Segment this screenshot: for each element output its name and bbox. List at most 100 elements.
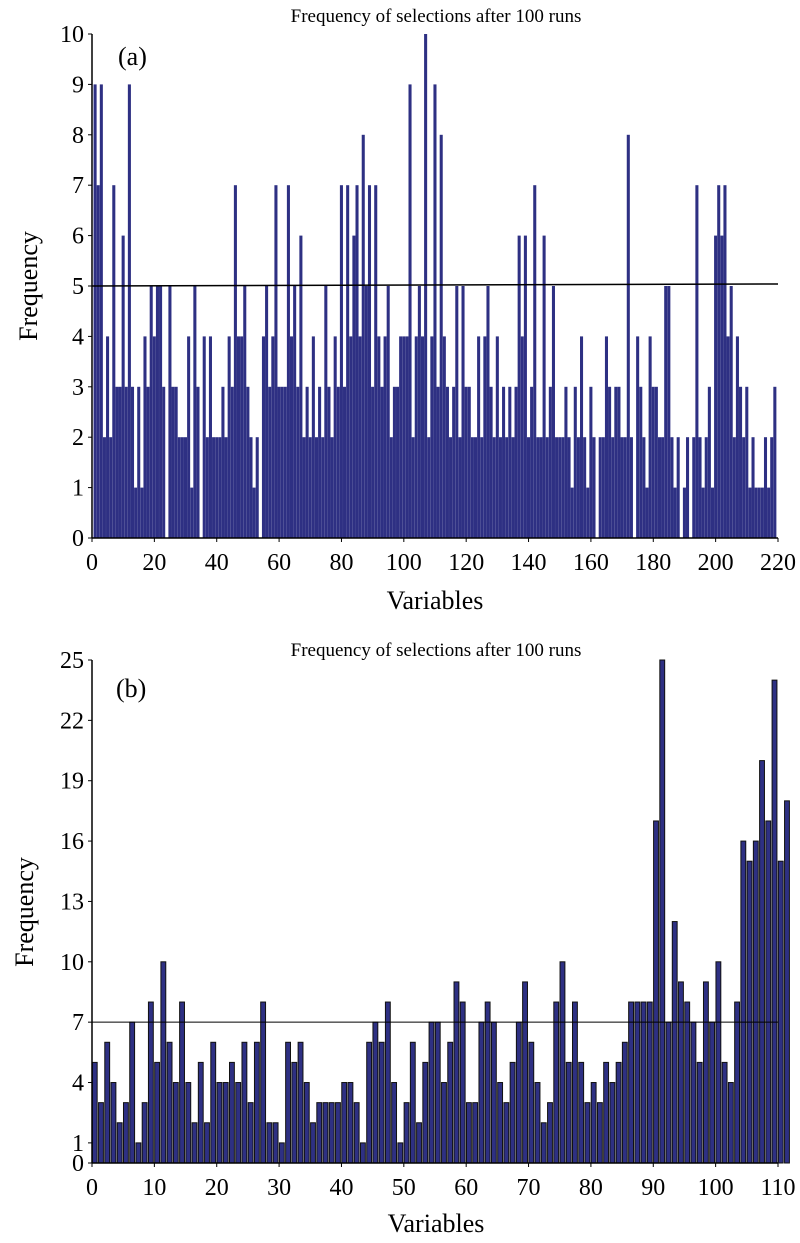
x-axis-label-a: Variables xyxy=(387,586,484,615)
y-tick-label: 7 xyxy=(72,173,84,199)
bar xyxy=(472,1102,479,1164)
bar xyxy=(489,386,493,538)
bar xyxy=(286,185,290,538)
bar xyxy=(302,437,306,538)
bar xyxy=(439,134,443,539)
bar xyxy=(470,437,474,538)
y-tick-label: 10 xyxy=(60,22,84,48)
bar xyxy=(492,437,496,538)
bar xyxy=(702,981,709,1164)
bar xyxy=(692,437,696,538)
bar xyxy=(514,386,518,538)
bar xyxy=(215,437,219,538)
bar xyxy=(717,185,721,538)
bar xyxy=(93,84,97,539)
bar xyxy=(503,1102,510,1164)
bar xyxy=(180,437,184,538)
bar xyxy=(240,336,244,538)
bar xyxy=(411,437,415,538)
bar-series-b xyxy=(91,659,790,1164)
bar xyxy=(530,386,534,538)
bar xyxy=(484,1001,491,1164)
bar xyxy=(392,386,396,538)
bar xyxy=(274,185,278,538)
bar xyxy=(122,1102,129,1164)
bar xyxy=(611,437,615,538)
x-tick-label: 10 xyxy=(142,1175,166,1201)
bar xyxy=(420,336,425,538)
bar xyxy=(208,336,212,538)
bar xyxy=(290,336,294,538)
bar xyxy=(277,386,281,538)
bar xyxy=(253,1041,260,1164)
bar xyxy=(310,1122,316,1164)
bar xyxy=(495,336,499,538)
bar xyxy=(154,1061,161,1164)
bar xyxy=(614,386,618,538)
bar xyxy=(608,386,612,538)
bar xyxy=(651,386,655,538)
bar xyxy=(380,386,384,538)
bar xyxy=(129,1021,136,1164)
x-tick-label: 140 xyxy=(511,550,547,576)
x-tick-label: 110 xyxy=(760,1175,795,1201)
bar xyxy=(346,185,350,538)
bar xyxy=(255,437,259,538)
bar xyxy=(261,336,265,538)
bar xyxy=(166,1041,173,1164)
bar xyxy=(190,487,194,538)
bar xyxy=(402,336,406,538)
bar xyxy=(555,437,559,538)
bar xyxy=(480,437,484,538)
y-tick-label: 8 xyxy=(72,123,84,149)
bar xyxy=(96,185,100,538)
bar xyxy=(659,659,666,1164)
x-tick-label: 90 xyxy=(641,1175,665,1201)
bar xyxy=(757,487,761,538)
bar xyxy=(601,437,605,538)
bar xyxy=(570,487,574,538)
bar xyxy=(559,961,566,1164)
bar xyxy=(115,386,119,538)
bar xyxy=(528,1041,535,1164)
bar xyxy=(296,386,300,538)
bar xyxy=(322,1102,329,1164)
bar xyxy=(134,487,138,538)
bar xyxy=(636,336,640,538)
bar xyxy=(459,1001,466,1164)
bar xyxy=(99,84,103,539)
bar xyxy=(109,437,113,538)
bar xyxy=(603,1061,610,1164)
bar xyxy=(720,235,724,538)
panel-label-b: (b) xyxy=(116,674,146,703)
bar xyxy=(141,1102,148,1164)
bar xyxy=(664,286,668,538)
bar xyxy=(327,386,331,538)
bar xyxy=(539,437,543,538)
bar xyxy=(104,1041,111,1164)
bar xyxy=(371,386,375,538)
bar xyxy=(424,34,428,538)
bar xyxy=(621,1041,628,1164)
bar xyxy=(396,386,400,538)
bar xyxy=(623,437,627,538)
bar xyxy=(152,336,156,538)
bar xyxy=(453,981,460,1164)
bar xyxy=(98,1102,104,1164)
bar xyxy=(576,437,580,538)
bar xyxy=(661,437,665,538)
bar xyxy=(221,386,225,538)
bar xyxy=(386,286,390,538)
y-tick-label: 10 xyxy=(60,950,84,976)
x-tick-label: 80 xyxy=(330,550,354,576)
bar xyxy=(222,1082,229,1164)
bar xyxy=(620,437,624,538)
bar xyxy=(667,286,671,538)
bar xyxy=(252,487,256,538)
bar xyxy=(384,1001,391,1164)
bar xyxy=(308,437,312,538)
bar xyxy=(427,437,431,538)
bar xyxy=(183,437,188,538)
bar xyxy=(318,386,322,538)
bar xyxy=(193,286,197,538)
